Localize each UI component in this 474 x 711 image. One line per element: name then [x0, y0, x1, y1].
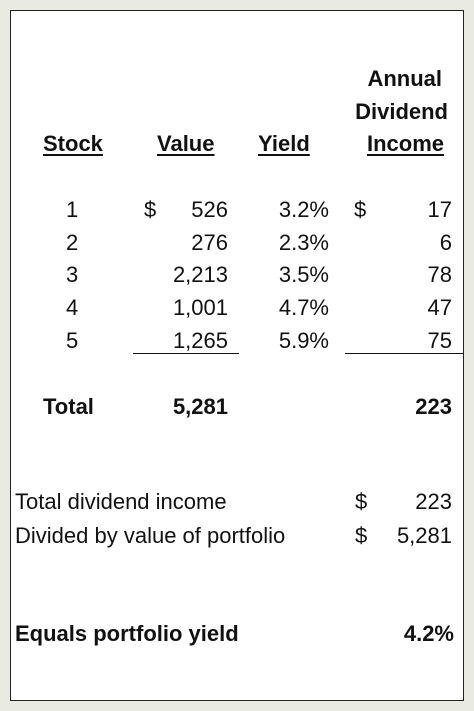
- total-dividend-income-dollar: $: [355, 489, 368, 514]
- total-label: Total: [43, 394, 94, 419]
- header-stock: Stock: [43, 131, 103, 156]
- row-2-yield: 2.3%: [278, 230, 329, 255]
- row-5-stock: 5: [66, 328, 79, 353]
- row-1-income-dollar: $: [354, 197, 367, 222]
- row-2-stock: 2: [66, 230, 79, 255]
- row-4-value: 1,001: [172, 295, 228, 320]
- row-1-stock: 1: [66, 197, 79, 222]
- row-4-stock: 4: [66, 295, 79, 320]
- row-3-value: 2,213: [172, 262, 228, 287]
- row-1-yield: 3.2%: [278, 197, 329, 222]
- divided-by-value-label: Divided by value of portfolio: [15, 523, 286, 548]
- total-dividend-income-label: Total dividend income: [15, 489, 227, 514]
- row-5-value: 1,265: [172, 328, 228, 353]
- header-value: Value: [157, 131, 215, 156]
- row-5-income: 75: [427, 328, 452, 353]
- portfolio-yield-label: Equals portfolio yield: [15, 621, 239, 646]
- total-dividend-income-value: 223: [415, 489, 452, 514]
- row-1-income: 17: [427, 197, 452, 222]
- header-yield: Yield: [258, 131, 310, 156]
- income-sum-line: [345, 353, 463, 354]
- value-sum-line: [133, 353, 239, 354]
- divided-by-value-dollar: $: [355, 523, 368, 548]
- row-1-value: 526: [191, 197, 228, 222]
- total-income: 223: [415, 394, 452, 419]
- row-1-value-dollar: $: [144, 197, 157, 222]
- dividend-table-sheet: [10, 10, 464, 701]
- row-5-yield: 5.9%: [278, 328, 329, 353]
- row-4-yield: 4.7%: [278, 295, 329, 320]
- row-3-stock: 3: [66, 262, 79, 287]
- header-dividend: Dividend: [355, 99, 448, 124]
- total-value: 5,281: [172, 394, 228, 419]
- row-4-income: 47: [427, 295, 452, 320]
- row-2-value: 276: [191, 230, 228, 255]
- header-annual: Annual: [367, 66, 442, 91]
- divided-by-value-value: 5,281: [396, 523, 452, 548]
- row-3-yield: 3.5%: [278, 262, 329, 287]
- portfolio-yield-value: 4.2%: [403, 621, 454, 646]
- row-3-income: 78: [427, 262, 452, 287]
- header-income: Income: [366, 131, 444, 156]
- row-2-income: 6: [439, 230, 452, 255]
